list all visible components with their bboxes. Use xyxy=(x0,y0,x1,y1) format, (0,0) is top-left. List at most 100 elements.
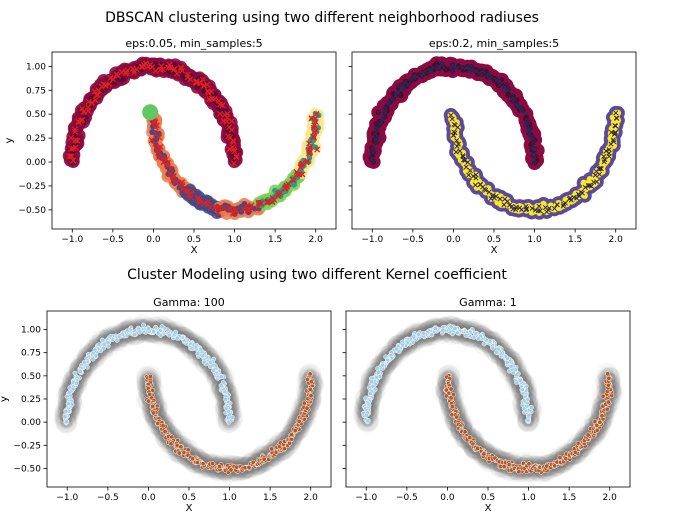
point-marker xyxy=(210,461,216,467)
y-tick-label: 0.00 xyxy=(26,158,46,168)
noise-marker xyxy=(139,63,146,70)
y-tick-label: −0.50 xyxy=(13,464,41,474)
point-marker xyxy=(382,108,388,114)
noise-marker xyxy=(67,134,75,141)
point-marker xyxy=(582,184,588,190)
plot-area xyxy=(362,56,625,220)
figure-title-bottom: Cluster Modeling using two different Ker… xyxy=(127,267,507,283)
point-marker xyxy=(291,182,298,188)
noise-marker xyxy=(246,206,253,213)
point-marker xyxy=(200,461,206,467)
point-marker xyxy=(480,68,486,74)
point-marker xyxy=(369,155,375,162)
point-marker xyxy=(473,175,479,181)
point-marker xyxy=(160,423,166,429)
noise-marker xyxy=(314,146,321,153)
point-marker xyxy=(592,172,598,178)
noise-marker xyxy=(152,124,159,131)
point-marker xyxy=(467,167,473,174)
point-marker xyxy=(519,207,525,213)
x-tick-label: 2.0 xyxy=(304,493,319,503)
small-cluster-marker xyxy=(142,104,159,121)
point-marker xyxy=(370,145,376,151)
point-marker xyxy=(497,82,503,88)
plot-area xyxy=(54,314,324,484)
point-marker xyxy=(452,130,458,136)
point-marker xyxy=(397,83,403,89)
noise-marker xyxy=(122,70,130,77)
point-marker xyxy=(613,110,619,116)
point-marker xyxy=(408,77,414,83)
point-marker xyxy=(176,450,182,456)
point-marker xyxy=(497,196,503,202)
y-tick-label: 0.00 xyxy=(21,418,41,428)
point-marker xyxy=(612,123,619,129)
point-marker xyxy=(511,96,517,102)
x-tick-label: 1.5 xyxy=(263,493,277,503)
point-marker xyxy=(223,396,229,402)
point-marker xyxy=(613,115,620,121)
point-marker xyxy=(460,153,466,159)
noise-marker xyxy=(131,67,138,74)
point-marker xyxy=(228,467,234,473)
noise-marker xyxy=(204,88,212,95)
point-marker xyxy=(606,147,612,153)
point-marker xyxy=(195,351,201,357)
point-marker xyxy=(545,207,551,213)
point-marker xyxy=(530,153,536,159)
point-marker xyxy=(611,139,617,145)
point-marker xyxy=(531,146,537,152)
point-marker xyxy=(526,131,532,137)
x-axis-label: X xyxy=(491,245,498,256)
point-marker xyxy=(132,332,138,338)
point-marker xyxy=(166,332,172,338)
x-tick-label: 2.0 xyxy=(309,235,324,245)
point-marker xyxy=(159,324,165,329)
point-marker xyxy=(493,193,499,199)
panel-title: Gamma: 100 xyxy=(153,296,225,309)
point-marker xyxy=(405,82,411,88)
point-marker xyxy=(524,126,530,133)
point-marker xyxy=(602,157,608,163)
noise-marker xyxy=(70,157,77,164)
point-marker xyxy=(536,203,542,209)
point-marker xyxy=(218,374,224,380)
point-marker xyxy=(439,61,445,68)
noise-marker xyxy=(196,197,203,204)
x-tick-label: −1.0 xyxy=(61,235,83,245)
noise-marker xyxy=(170,66,177,73)
noise-marker xyxy=(197,80,204,87)
noise-marker xyxy=(178,65,185,72)
point-marker xyxy=(228,131,235,138)
point-marker xyxy=(179,72,186,79)
y-tick-label: 0.50 xyxy=(21,372,41,382)
noise-marker xyxy=(226,124,233,131)
point-marker xyxy=(441,65,447,71)
point-marker xyxy=(308,393,314,399)
point-marker xyxy=(526,126,532,132)
x-axis-label: X xyxy=(191,245,198,256)
point-marker xyxy=(535,208,541,214)
point-marker xyxy=(307,386,313,392)
point-marker xyxy=(382,110,388,116)
noise-marker xyxy=(221,111,228,118)
x-tick-label: 0.0 xyxy=(146,235,161,245)
x-tick-label: 0.5 xyxy=(487,235,501,245)
x-axis-label: X xyxy=(186,503,193,514)
noise-marker xyxy=(165,64,172,71)
point-marker xyxy=(562,200,568,206)
noise-marker xyxy=(207,204,214,211)
point-marker xyxy=(371,159,377,165)
noise-marker xyxy=(173,178,180,185)
noise-marker xyxy=(216,204,223,211)
y-tick-label: 0.25 xyxy=(26,134,46,144)
noise-marker xyxy=(206,96,213,103)
point-marker xyxy=(398,86,404,92)
point-marker xyxy=(601,153,607,160)
point-marker xyxy=(461,157,467,163)
noise-marker xyxy=(230,160,238,167)
noise-marker xyxy=(184,71,191,78)
point-marker xyxy=(372,131,378,137)
point-marker xyxy=(114,337,120,343)
point-marker xyxy=(375,109,381,116)
